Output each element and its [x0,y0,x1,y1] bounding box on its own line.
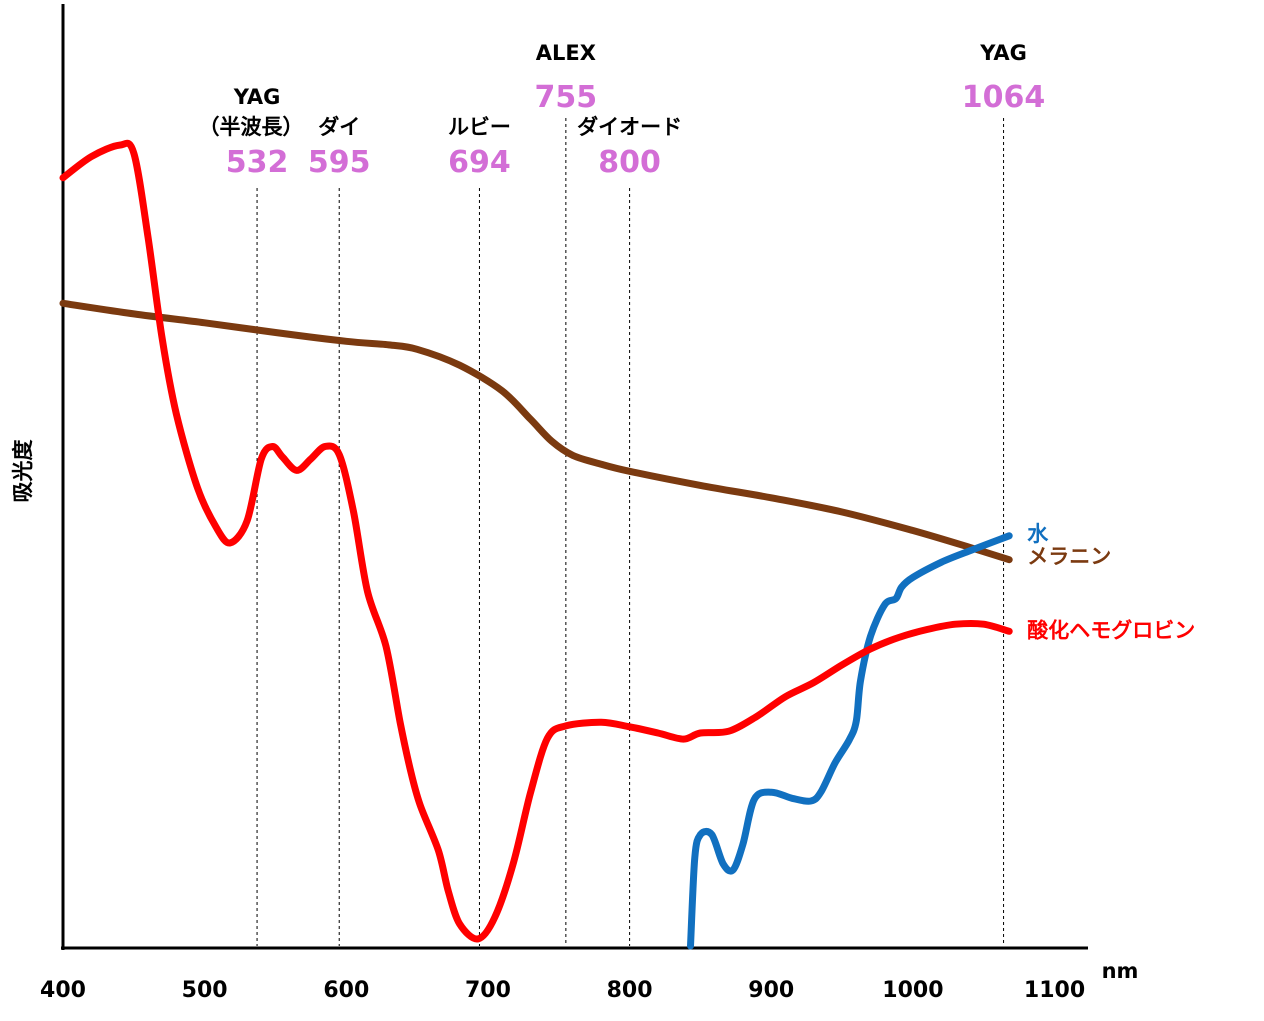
laser-guide-lines [256,118,1005,946]
laser-wavelength-label: 595 [308,145,371,180]
x-tick-label: 700 [465,978,511,1003]
laser-sub-label: （半波長） [199,115,304,139]
x-tick-label: 500 [182,978,228,1003]
laser-name-label: YAG [233,85,281,109]
laser-wavelength-label: 1064 [962,80,1046,115]
laser-name-label: ALEX [536,41,596,65]
laser-name-label: ダイオード [577,115,682,139]
laser-name-label: ダイ [318,115,360,139]
laser-wavelength-label: 755 [535,80,598,115]
series-line [687,532,1013,950]
series-label: 酸化ヘモグロビン [1027,618,1195,642]
x-tick-label: 900 [748,978,794,1003]
laser-wavelength-label: 800 [598,145,661,180]
series-label: メラニン [1027,545,1111,569]
x-axis-unit: nm [1102,959,1139,983]
x-tick-label: 400 [40,978,86,1003]
x-tick-label: 800 [607,978,653,1003]
absorption-curves [59,139,1013,950]
series-label: 水 [1027,522,1049,546]
series-line [59,139,1013,943]
x-tick-label: 1100 [1024,978,1085,1003]
x-tick-labels: 400 500 600 700 800 900 1000 1100 [40,978,1085,1003]
laser-name-label: YAG [979,41,1027,65]
laser-wavelength-label: 532 [226,145,289,180]
y-axis-title: 吸光度 [11,440,35,503]
series-line [59,299,1013,564]
laser-wavelength-label: 694 [448,145,511,180]
laser-name-label: ルビー [448,115,511,139]
x-tick-label: 1000 [882,978,943,1003]
x-tick-label: 600 [323,978,369,1003]
